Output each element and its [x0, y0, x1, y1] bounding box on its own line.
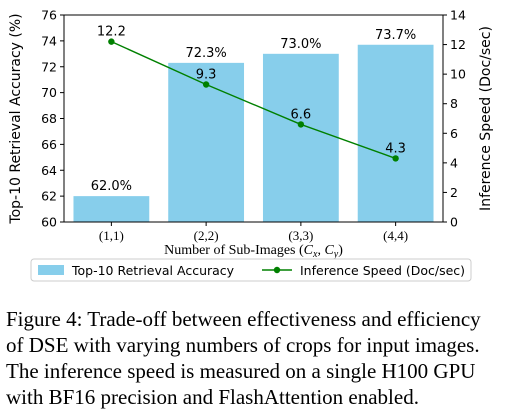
chart: 62.0%72.3%73.0%73.7% 12.29.36.64.3 60626…	[8, 8, 494, 282]
bar-value-label: 62.0%	[91, 179, 132, 194]
right-tick-label: 10	[450, 67, 466, 82]
line-point	[108, 38, 115, 45]
left-tick-label: 66	[41, 137, 57, 152]
left-tick-label: 68	[41, 111, 57, 126]
line-layer	[108, 38, 399, 162]
line-point	[202, 81, 210, 88]
left-tick-label: 64	[41, 163, 57, 178]
right-tick-label: 8	[450, 96, 458, 111]
right-tick-label: 14	[450, 8, 466, 23]
x-tick-label: (1,1)	[99, 228, 124, 243]
bar	[262, 53, 339, 222]
line-value-label: 12.2	[97, 25, 126, 40]
right-tick-label: 6	[450, 126, 458, 141]
line-series	[111, 40, 396, 160]
legend-bar-swatch	[38, 265, 64, 275]
left-tick-label: 74	[41, 33, 57, 48]
right-axis: 0 2 4 6 8 10 12 14	[443, 8, 466, 230]
bar-value-label: 73.0%	[280, 37, 321, 52]
bar-value-label: 72.3%	[185, 46, 226, 61]
line-value-label: 4.3	[385, 141, 406, 156]
legend-line-label: Inference Speed (Doc/sec)	[300, 263, 465, 278]
left-tick-label: 72	[41, 59, 57, 74]
right-tick-label: 0	[450, 215, 458, 230]
bar-labels-layer: 62.0% 72.3% 73.0% 73.7%	[91, 28, 417, 194]
bar	[357, 44, 434, 222]
bars-layer	[73, 44, 434, 223]
x-axis-label: Number of Sub-Images (Cx, Cy)	[164, 243, 343, 260]
left-axis: 60 62 64 66 68 70 72 74 76	[41, 8, 64, 230]
left-tick-label: 62	[41, 189, 57, 204]
right-tick-label: 12	[450, 37, 466, 52]
left-tick-label: 60	[41, 215, 57, 230]
caption-line: with BF16 precision and FlashAttention e…	[6, 385, 419, 409]
caption-line: The inference speed is measured on a sin…	[6, 359, 476, 383]
bar-value-label: 73.7%	[375, 28, 416, 43]
right-tick-label: 2	[450, 185, 458, 200]
legend-box	[30, 258, 472, 282]
bar	[168, 62, 245, 223]
x-tick-label: (4,4)	[383, 228, 408, 243]
left-tick-label: 70	[41, 85, 57, 100]
x-tick-label: (3,3)	[288, 228, 313, 243]
caption-line: Figure 4: Trade-off between effectivenes…	[6, 307, 481, 331]
right-tick-label: 4	[450, 155, 458, 170]
bar	[73, 196, 150, 222]
legend-line-marker	[273, 266, 281, 274]
y-axis-label-right: Inference Speed (Doc/sec)	[478, 26, 494, 211]
legend-bar-label: Top-10 Retrieval Accuracy	[71, 263, 235, 278]
x-axis: (1,1) (2,2) (3,3) (4,4)	[99, 222, 408, 243]
line-point	[297, 121, 305, 128]
line-point	[392, 155, 399, 162]
figure-caption: Figure 4: Trade-off between effectivenes…	[6, 306, 504, 410]
line-value-label: 9.3	[196, 67, 217, 82]
line-value-label: 6.6	[291, 107, 312, 122]
legend: Top-10 Retrieval Accuracy Inference Spee…	[30, 258, 472, 282]
caption-line: of DSE with varying numbers of crops for…	[6, 333, 480, 357]
line-labels-layer: 12.2 9.3 6.6 4.3	[97, 25, 406, 157]
y-axis-label-left: Top-10 Retrieval Accuracy (%)	[8, 13, 24, 224]
left-tick-label: 76	[41, 8, 57, 23]
x-tick-label: (2,2)	[194, 228, 219, 243]
